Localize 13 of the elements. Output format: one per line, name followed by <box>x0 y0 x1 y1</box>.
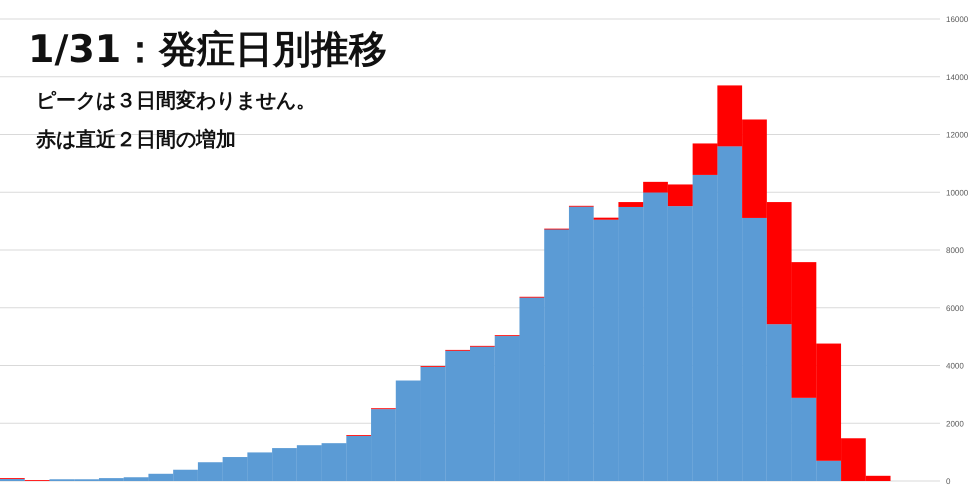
y-tick-label: 10000 <box>946 188 969 198</box>
annotation: 赤は直近２日間の増加 <box>35 127 236 151</box>
chart-title: 1/31：発症日別推移 <box>28 27 388 71</box>
y-tick-label: 2000 <box>946 419 964 428</box>
y-tick-label: 6000 <box>946 304 964 313</box>
y-tick-label: 16000 <box>946 15 969 24</box>
y-tick-label: 8000 <box>946 246 964 255</box>
y-tick-label: 0 <box>946 477 951 486</box>
y-tick-label: 12000 <box>946 130 969 140</box>
annotation: ピークは３日間変わりません。 <box>36 88 316 112</box>
y-tick-label: 4000 <box>946 362 964 370</box>
y-tick-label: 14000 <box>946 72 969 82</box>
bar <box>618 202 644 207</box>
